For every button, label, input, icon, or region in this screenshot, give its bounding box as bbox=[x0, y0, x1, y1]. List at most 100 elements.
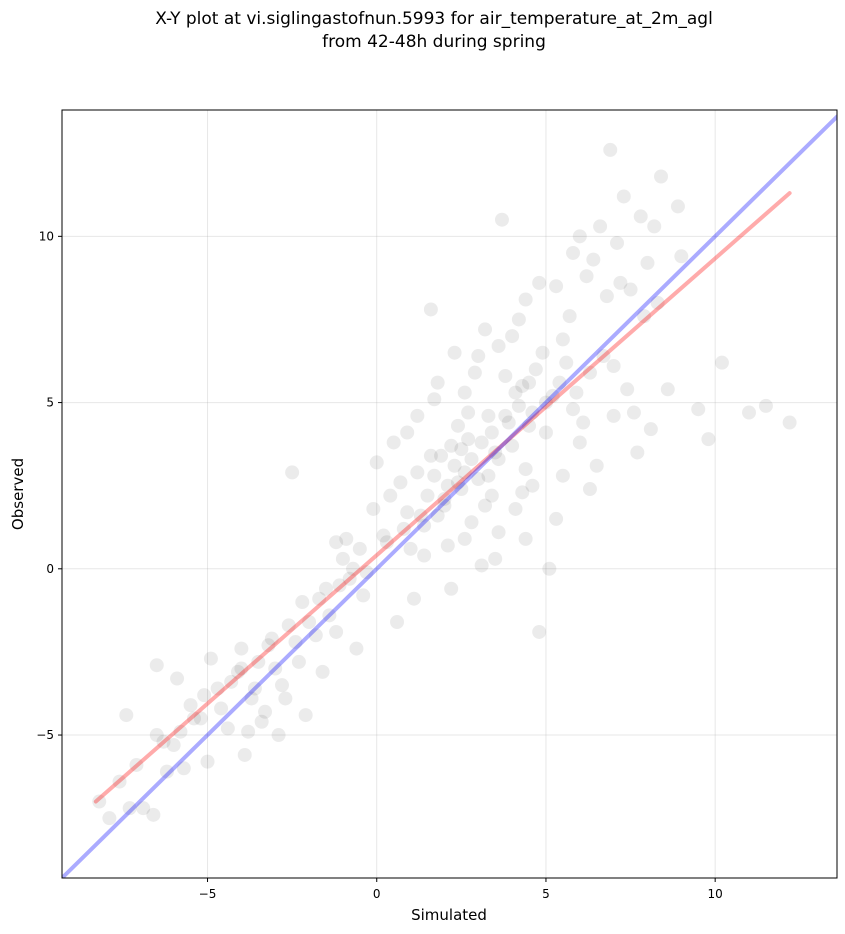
scatter-point-60 bbox=[626, 405, 641, 420]
scatter-point-91 bbox=[430, 508, 445, 523]
scatter-point-12 bbox=[193, 711, 208, 726]
scatter-point-17 bbox=[237, 747, 252, 762]
scatter-point-113 bbox=[457, 465, 472, 480]
scatter-point-74 bbox=[386, 435, 401, 450]
scatter-point-196 bbox=[555, 468, 570, 483]
scatter-point-130 bbox=[396, 521, 411, 536]
scatter-point-124 bbox=[488, 445, 503, 460]
scatter-point-83 bbox=[241, 724, 256, 739]
scatter-point-137 bbox=[515, 378, 530, 393]
scatter-point-45 bbox=[498, 408, 513, 423]
scatter-point-195 bbox=[518, 531, 533, 546]
y-tick-label-1: 0 bbox=[46, 562, 54, 576]
scatter-point-90 bbox=[406, 591, 421, 606]
scatter-point-86 bbox=[315, 664, 330, 679]
scatter-point-22 bbox=[281, 618, 296, 633]
scatter-points bbox=[92, 142, 797, 826]
scatter-point-112 bbox=[447, 458, 462, 473]
scatter-point-94 bbox=[478, 498, 493, 513]
scatter-point-71 bbox=[234, 641, 249, 656]
scatter-point-180 bbox=[566, 245, 581, 260]
scatter-point-63 bbox=[660, 382, 675, 397]
scatter-point-141 bbox=[352, 541, 367, 556]
scatter-point-101 bbox=[576, 415, 591, 430]
scatter-point-16 bbox=[230, 664, 245, 679]
scatter-point-144 bbox=[403, 541, 418, 556]
scatter-point-56 bbox=[589, 458, 604, 473]
scatter-point-194 bbox=[508, 501, 523, 516]
scatter-point-59 bbox=[616, 189, 631, 204]
scatter-point-132 bbox=[427, 468, 442, 483]
scatter-point-145 bbox=[417, 518, 432, 533]
scatter-point-149 bbox=[525, 478, 540, 493]
scatter-point-73 bbox=[329, 535, 344, 550]
scatter-point-80 bbox=[119, 708, 134, 723]
scatter-point-10 bbox=[176, 761, 191, 776]
scatter-point-131 bbox=[413, 508, 428, 523]
scatter-point-51 bbox=[549, 511, 564, 526]
scatter-point-0 bbox=[92, 794, 107, 809]
scatter-point-36 bbox=[417, 548, 432, 563]
chart-title-line-2: from 42-48h during spring bbox=[322, 32, 546, 52]
scatter-point-1 bbox=[102, 811, 117, 826]
scatter-point-111 bbox=[440, 478, 455, 493]
scatter-point-35 bbox=[410, 465, 425, 480]
scatter-point-98 bbox=[535, 345, 550, 360]
regression-line bbox=[93, 191, 792, 804]
scatter-point-191 bbox=[457, 531, 472, 546]
y-axis-label: Observed bbox=[9, 458, 27, 530]
scatter-point-26 bbox=[318, 581, 333, 596]
scatter-point-84 bbox=[268, 661, 283, 676]
scatter-point-24 bbox=[298, 708, 313, 723]
scatter-point-65 bbox=[691, 402, 706, 417]
scatter-point-8 bbox=[159, 764, 174, 779]
scatter-point-97 bbox=[518, 462, 533, 477]
scatter-point-181 bbox=[579, 269, 594, 284]
scatter-point-185 bbox=[640, 255, 655, 270]
scatter-point-121 bbox=[437, 498, 452, 513]
scatter-point-115 bbox=[474, 435, 489, 450]
scatter-point-160 bbox=[156, 734, 171, 749]
scatter-point-109 bbox=[742, 405, 757, 420]
scatter-point-62 bbox=[647, 219, 662, 234]
scatter-point-170 bbox=[400, 425, 415, 440]
scatter-point-110 bbox=[434, 448, 449, 463]
scatter-point-129 bbox=[569, 385, 584, 400]
scatter-point-105 bbox=[633, 209, 648, 224]
scatter-point-41 bbox=[464, 515, 479, 530]
scatter-point-150 bbox=[251, 654, 266, 669]
scatter-point-165 bbox=[224, 674, 239, 689]
scatter-point-174 bbox=[457, 385, 472, 400]
scatter-point-9 bbox=[166, 738, 181, 753]
scatter-point-143 bbox=[383, 488, 398, 503]
scatter-point-70 bbox=[149, 658, 164, 673]
scatter-point-54 bbox=[572, 229, 587, 244]
scatter-point-178 bbox=[518, 292, 533, 307]
scatter-point-44 bbox=[488, 551, 503, 566]
scatter-point-48 bbox=[522, 375, 537, 390]
x-tick-label-1: 0 bbox=[373, 887, 381, 901]
scatter-point-102 bbox=[586, 252, 601, 267]
scatter-point-138 bbox=[528, 362, 543, 377]
scatter-point-100 bbox=[562, 309, 577, 324]
scatter-point-96 bbox=[508, 385, 523, 400]
chart-title-line-1: X-Y plot at vi.siglingastofnun.5993 for … bbox=[155, 9, 713, 29]
identity-line bbox=[62, 114, 837, 878]
scatter-point-21 bbox=[271, 728, 286, 743]
scatter-point-42 bbox=[471, 349, 486, 364]
scatter-point-198 bbox=[582, 482, 597, 497]
scatter-point-114 bbox=[464, 452, 479, 467]
scatter-point-135 bbox=[481, 408, 496, 423]
scatter-point-199 bbox=[606, 408, 621, 423]
scatter-point-103 bbox=[596, 349, 611, 364]
scatter-point-77 bbox=[494, 212, 509, 227]
scatter-point-197 bbox=[572, 435, 587, 450]
y-axis-ticks: −5 0 5 10 bbox=[36, 229, 62, 742]
scatter-point-108 bbox=[701, 432, 716, 447]
scatter-point-87 bbox=[342, 571, 357, 586]
scatter-point-27 bbox=[329, 624, 344, 639]
scatter-point-148 bbox=[484, 488, 499, 503]
scatter-point-179 bbox=[549, 279, 564, 294]
scatter-point-53 bbox=[566, 402, 581, 417]
